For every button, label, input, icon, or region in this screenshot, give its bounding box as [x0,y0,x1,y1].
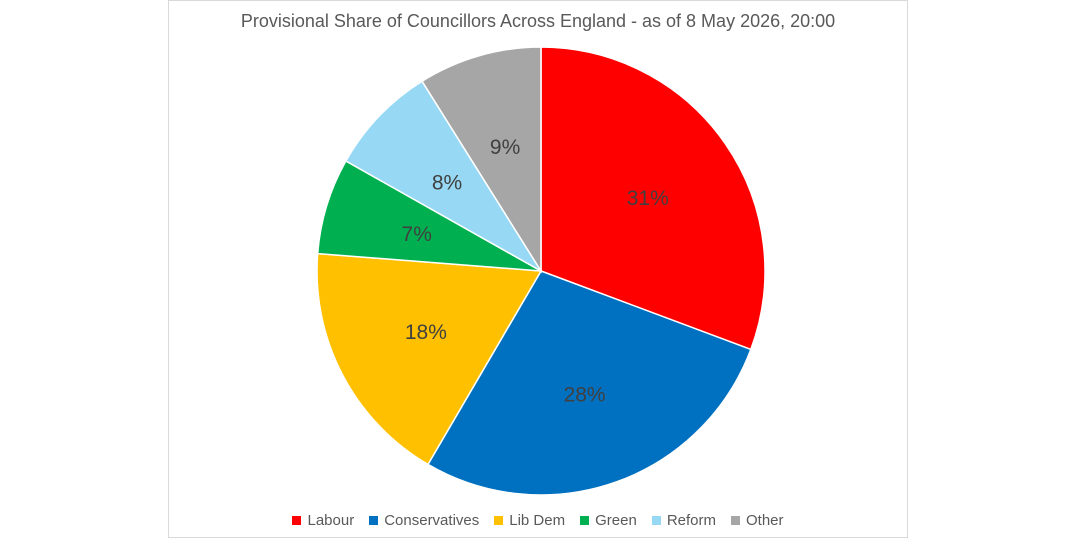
legend-label-reform: Reform [666,511,716,529]
legend-label-conservatives: Conservatives [384,511,480,529]
data-label-conservatives: 28% [564,383,606,406]
legend-item-green: Green [580,512,637,529]
pie-slice-labour [540,46,766,351]
data-label-other: 9% [490,136,520,159]
legend-label-other: Other [746,511,784,529]
legend-swatch-green [580,515,590,525]
legend-label-labour: Labour [307,511,355,529]
legend-swatch-lib-dem [494,515,504,525]
chart-legend: Labour Conservatives Lib Dem Green Reform Oth… [169,510,907,530]
data-label-labour: 31% [627,187,669,210]
chart-area: Provisional Share of Councillors Across … [168,0,908,538]
data-label-reform: 8% [432,171,462,194]
pie-slice-lib-dem [316,252,543,466]
data-label-green: 7% [402,223,432,246]
legend-item-conservatives: Conservatives [369,512,479,529]
data-label-lib-dem: 18% [405,321,447,344]
legend-label-green: Green [595,511,637,529]
legend-item-lib-dem: Lib Dem [494,512,565,529]
pie-slice-reform [344,80,542,272]
pie-chart: 31% 28% 18% 7% 8% 9% [316,46,766,496]
legend-label-lib-dem: Lib Dem [509,511,566,529]
legend-item-other: Other [731,512,784,529]
legend-swatch-other [731,515,740,525]
legend-item-labour: Labour [292,512,354,529]
chart-title: Provisional Share of Councillors Across … [240,11,836,31]
legend-swatch-reform [651,515,661,525]
legend-swatch-labour [292,515,302,525]
legend-item-reform: Reform [651,511,716,529]
legend-swatch-conservatives [369,515,379,525]
pie-slice-other [421,46,542,274]
